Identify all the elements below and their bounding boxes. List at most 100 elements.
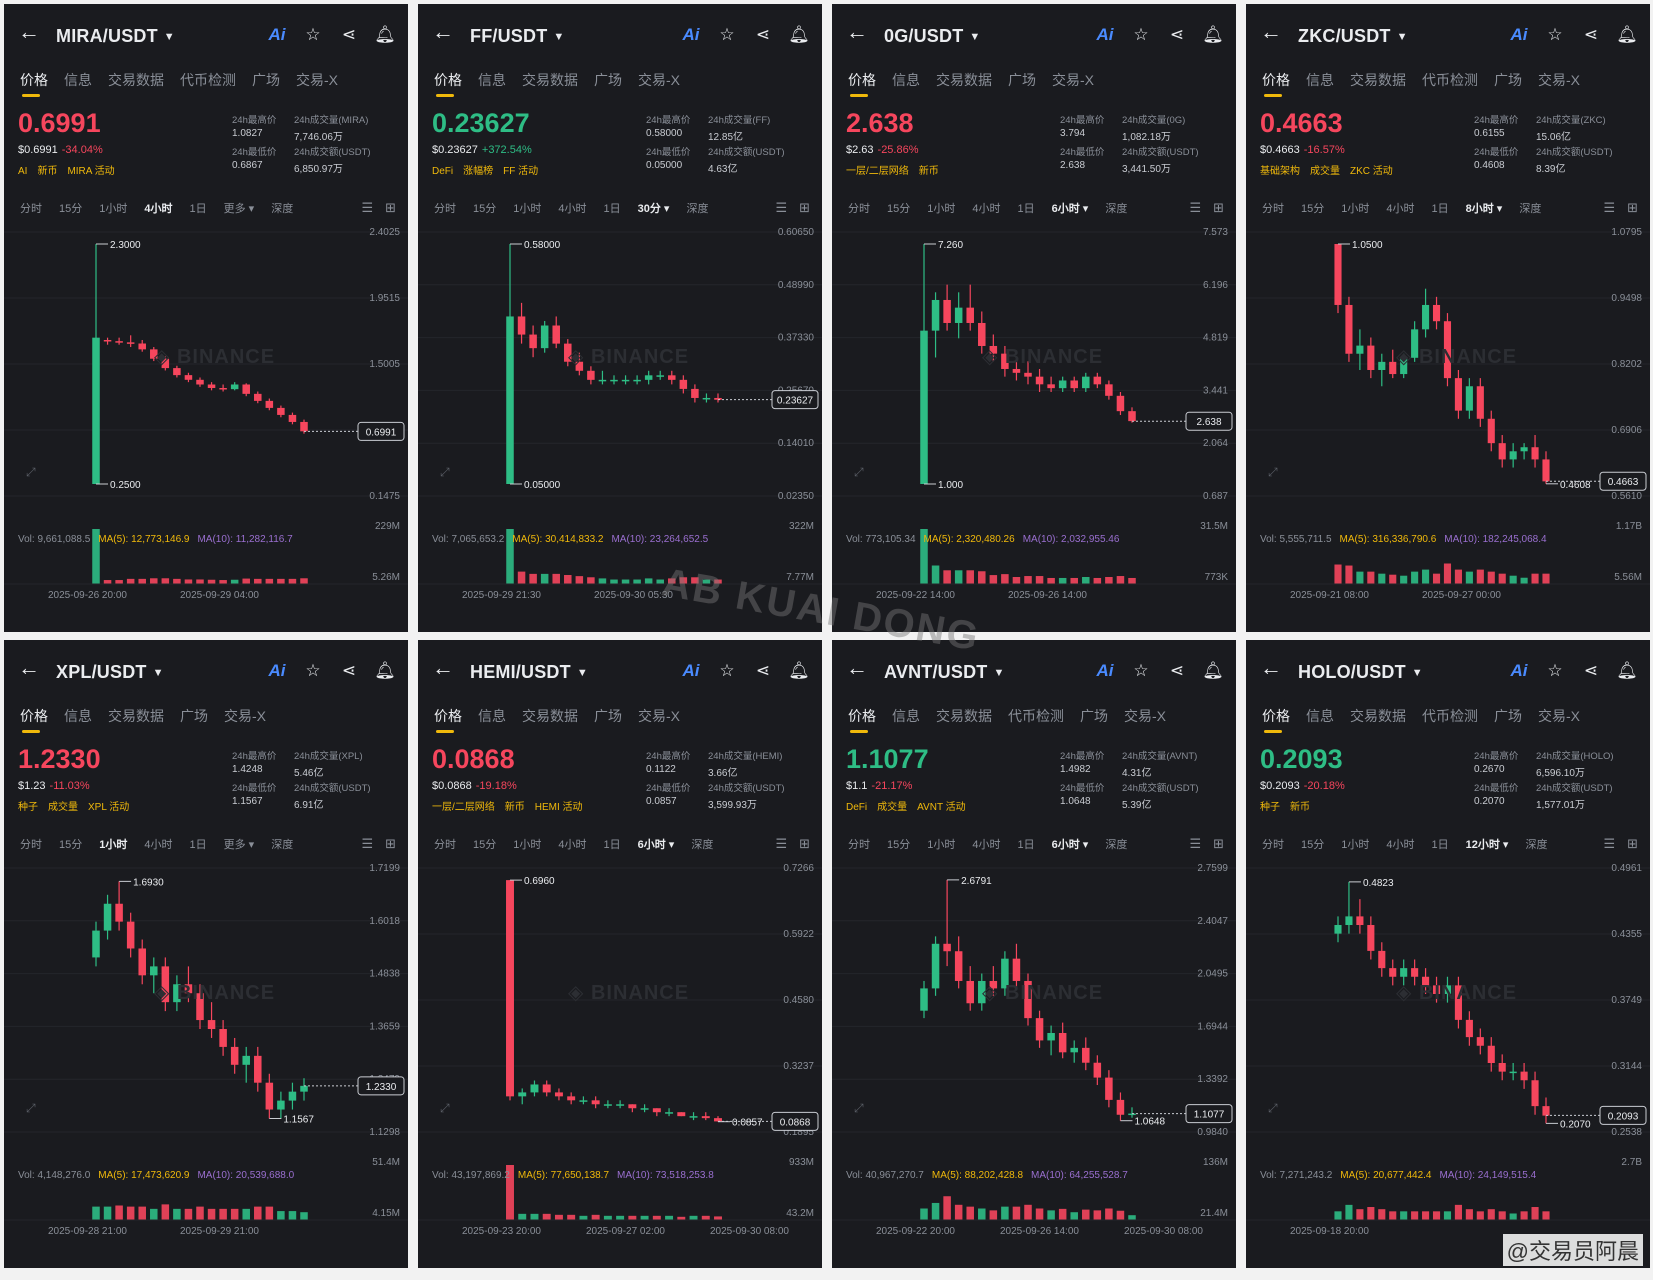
tab-2[interactable]: 交易数据 <box>108 708 164 724</box>
tag[interactable]: 成交量 <box>48 802 78 813</box>
indicator-settings-icon[interactable]: ☰ <box>361 200 374 215</box>
ai-icon[interactable]: Ai <box>1510 25 1528 44</box>
indicator-settings-icon[interactable]: ☰ <box>1603 200 1616 215</box>
indicator-settings-icon[interactable]: ☰ <box>775 200 788 215</box>
timeframe-option[interactable]: 6小时 ▾ <box>1051 203 1089 215</box>
star-icon[interactable]: ☆ <box>1133 25 1149 44</box>
timeframe-option[interactable]: 15分 <box>887 839 911 851</box>
tab-4[interactable]: 交易-X <box>638 72 680 88</box>
tag[interactable]: 新币 <box>504 802 525 813</box>
timeframe-option[interactable]: 4小时 <box>558 203 587 215</box>
bell-icon[interactable]: 🔔︎ <box>788 25 810 44</box>
timeframe-option[interactable]: 1日 <box>1017 839 1035 851</box>
tab-5[interactable]: 交易-X <box>1538 708 1580 724</box>
back-arrow-icon[interactable]: ← <box>18 655 40 680</box>
bell-icon[interactable]: 🔔︎ <box>374 661 396 680</box>
indicator-settings-icon[interactable]: ☰ <box>361 836 374 851</box>
tag[interactable]: 成交量 <box>1310 166 1340 177</box>
tag[interactable]: 一层/二层网络 <box>432 802 495 813</box>
indicator-settings-icon[interactable]: ☰ <box>1189 200 1202 215</box>
bell-icon[interactable]: 🔔︎ <box>1616 661 1638 680</box>
pair-selector[interactable]: HEMI/USDT ▼ <box>470 662 588 683</box>
timeframe-option[interactable]: 更多 ▾ <box>223 203 255 215</box>
timeframe-option[interactable]: 1日 <box>603 839 621 851</box>
bell-icon[interactable]: 🔔︎ <box>374 25 396 44</box>
layout-grid-icon[interactable]: ⊞ <box>1213 836 1224 851</box>
timeframe-option[interactable]: 1小时 <box>927 839 956 851</box>
timeframe-option[interactable]: 深度 <box>271 203 294 215</box>
tag[interactable]: DeFi <box>432 166 454 177</box>
timeframe-option[interactable]: 分时 <box>1262 203 1284 215</box>
timeframe-option[interactable]: 1日 <box>1431 839 1449 851</box>
timeframe-option[interactable]: 1日 <box>1431 203 1449 215</box>
timeframe-option[interactable]: 深度 <box>271 839 294 851</box>
tag[interactable]: 涨幅榜 <box>463 166 494 177</box>
bell-icon[interactable]: 🔔︎ <box>1202 25 1224 44</box>
tab-0[interactable]: 价格 <box>848 72 876 88</box>
timeframe-option[interactable]: 分时 <box>848 203 870 215</box>
timeframe-option[interactable]: 1小时 <box>1341 203 1370 215</box>
layout-grid-icon[interactable]: ⊞ <box>385 200 396 215</box>
tab-3[interactable]: 广场 <box>594 72 622 88</box>
share-icon[interactable]: ⋖ <box>1583 25 1599 44</box>
share-icon[interactable]: ⋖ <box>1583 661 1599 680</box>
timeframe-option[interactable]: 1小时 <box>513 839 542 851</box>
timeframe-option[interactable]: 1日 <box>189 203 207 215</box>
timeframe-option[interactable]: 15分 <box>473 203 497 215</box>
tab-3[interactable]: 广场 <box>180 708 208 724</box>
timeframe-option[interactable]: 4小时 <box>972 203 1001 215</box>
timeframe-option[interactable]: 深度 <box>1105 839 1128 851</box>
timeframe-option[interactable]: 8小时 ▾ <box>1465 203 1503 215</box>
tab-0[interactable]: 价格 <box>20 708 48 724</box>
timeframe-option[interactable]: 分时 <box>20 839 42 851</box>
share-icon[interactable]: ⋖ <box>1169 661 1185 680</box>
timeframe-option[interactable]: 15分 <box>1301 203 1325 215</box>
timeframe-option[interactable]: 30分 ▾ <box>637 203 670 215</box>
candlestick-chart[interactable]: 2.7599 2.4047 2.0495 1.6944 1.3392 0.9840 2.67… <box>832 860 1236 1260</box>
share-icon[interactable]: ⋖ <box>341 661 357 680</box>
timeframe-option[interactable]: 15分 <box>1301 839 1325 851</box>
tab-3[interactable]: 代币检测 <box>180 72 236 88</box>
timeframe-option[interactable]: 1小时 <box>99 839 128 851</box>
tag[interactable]: MIRA 活动 <box>67 166 115 177</box>
tab-3[interactable]: 代币检测 <box>1422 72 1478 88</box>
pair-selector[interactable]: AVNT/USDT ▼ <box>884 662 1005 683</box>
star-icon[interactable]: ☆ <box>305 25 321 44</box>
candlestick-chart[interactable]: 0.7266 0.5922 0.4580 0.3237 0.1895 0.6960 0.08… <box>418 860 822 1260</box>
timeframe-option[interactable]: 更多 ▾ <box>223 839 255 851</box>
tab-5[interactable]: 交易-X <box>1124 708 1166 724</box>
tab-3[interactable]: 广场 <box>594 708 622 724</box>
tab-1[interactable]: 信息 <box>892 708 920 724</box>
tab-2[interactable]: 交易数据 <box>936 708 992 724</box>
star-icon[interactable]: ☆ <box>719 25 735 44</box>
star-icon[interactable]: ☆ <box>305 661 321 680</box>
timeframe-option[interactable]: 深度 <box>686 203 709 215</box>
timeframe-option[interactable]: 深度 <box>1519 203 1542 215</box>
tab-1[interactable]: 信息 <box>1306 72 1334 88</box>
candlestick-chart[interactable]: 0.606500.489900.373300.256700.140100.023… <box>418 224 822 624</box>
ai-icon[interactable]: Ai <box>1510 661 1528 680</box>
timeframe-option[interactable]: 4小时 <box>1386 203 1415 215</box>
timeframe-option[interactable]: 1日 <box>189 839 207 851</box>
indicator-settings-icon[interactable]: ☰ <box>1189 836 1202 851</box>
timeframe-option[interactable]: 4小时 <box>972 839 1001 851</box>
share-icon[interactable]: ⋖ <box>1169 25 1185 44</box>
tab-3[interactable]: 广场 <box>1008 72 1036 88</box>
tag[interactable]: HEMI 活动 <box>534 802 583 813</box>
timeframe-option[interactable]: 6小时 ▾ <box>637 839 675 851</box>
layout-grid-icon[interactable]: ⊞ <box>1627 200 1638 215</box>
timeframe-option[interactable]: 深度 <box>691 839 714 851</box>
tag[interactable]: ZKC 活动 <box>1350 166 1393 177</box>
layout-grid-icon[interactable]: ⊞ <box>385 836 396 851</box>
tab-4[interactable]: 广场 <box>1080 708 1108 724</box>
tab-2[interactable]: 交易数据 <box>522 708 578 724</box>
ai-icon[interactable]: Ai <box>268 25 286 44</box>
back-arrow-icon[interactable]: ← <box>846 655 868 680</box>
timeframe-option[interactable]: 4小时 <box>144 839 173 851</box>
timeframe-option[interactable]: 15分 <box>473 839 497 851</box>
star-icon[interactable]: ☆ <box>1547 25 1563 44</box>
back-arrow-icon[interactable]: ← <box>18 19 40 44</box>
ai-icon[interactable]: Ai <box>1096 25 1114 44</box>
tag[interactable]: 基础架构 <box>1260 166 1300 177</box>
tab-4[interactable]: 广场 <box>252 72 280 88</box>
